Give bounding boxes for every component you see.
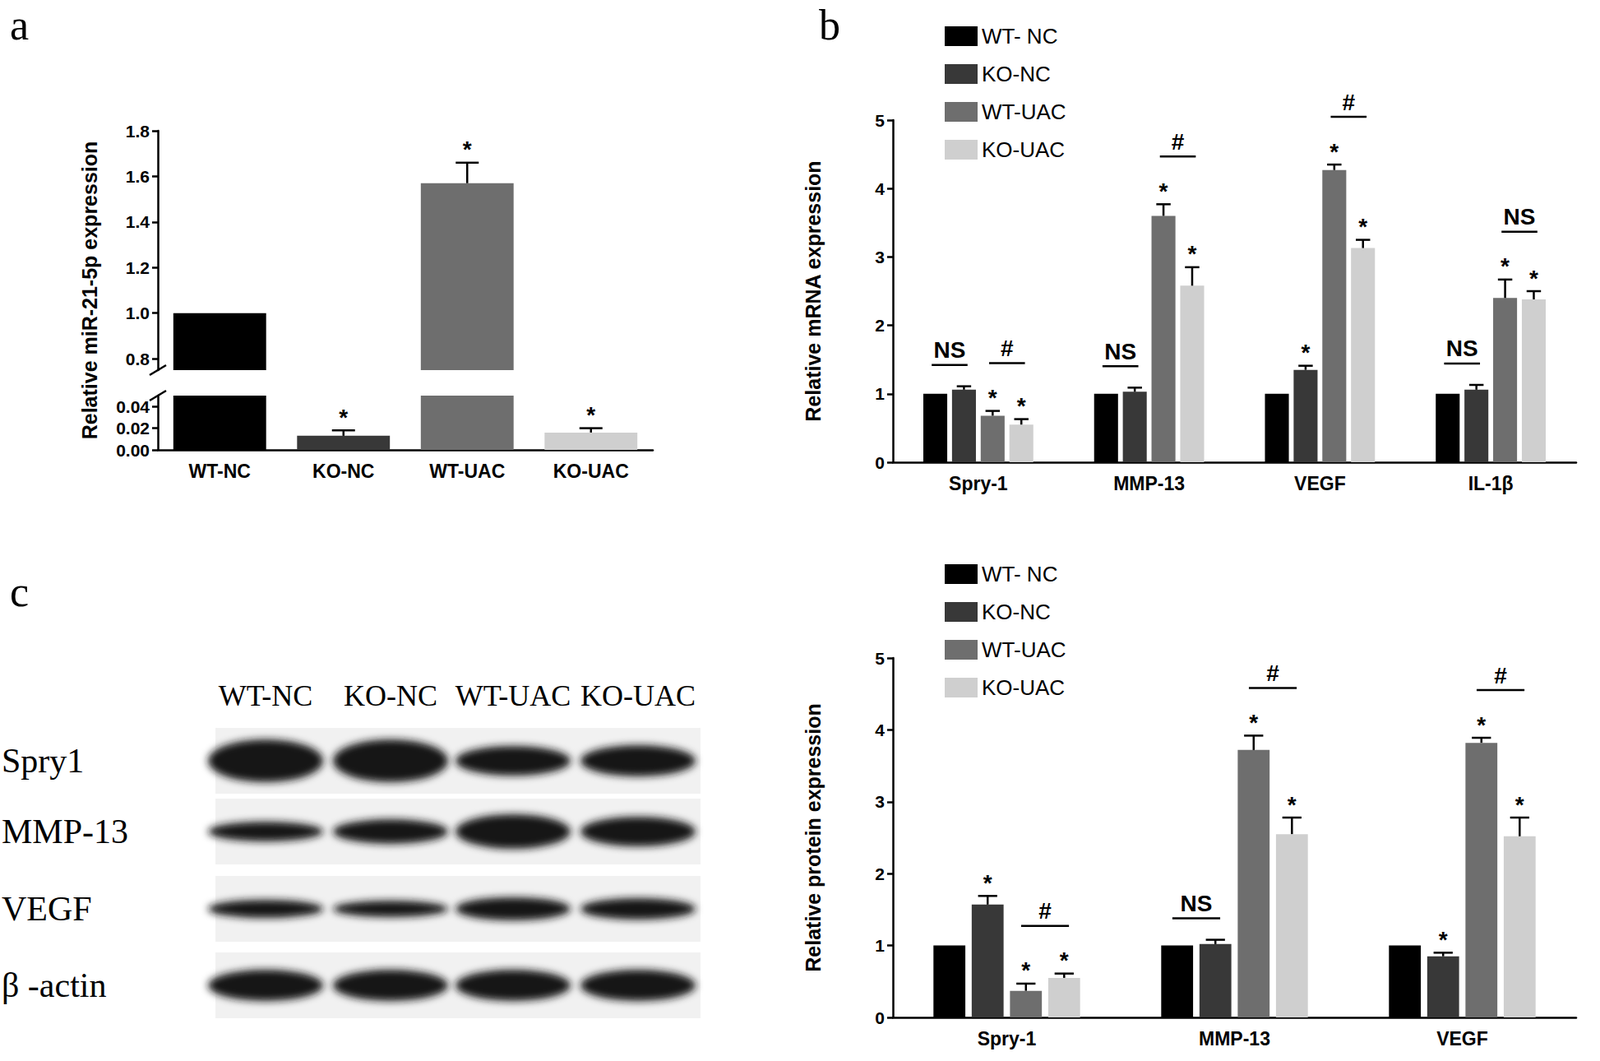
svg-text:*: * [1329,138,1339,165]
svg-text:*: * [1188,240,1198,267]
svg-text:WT-UAC: WT-UAC [455,679,572,713]
svg-text:*: * [1059,947,1069,973]
svg-text:*: * [1358,213,1368,240]
svg-text:MMP-13: MMP-13 [1,812,129,851]
svg-text:WT-NC: WT-NC [218,679,314,713]
svg-text:VEGF: VEGF [1,889,93,928]
svg-text:#: # [1266,660,1280,686]
svg-text:KO-UAC: KO-UAC [981,675,1065,700]
svg-text:*: * [1159,178,1169,204]
svg-text:0: 0 [874,453,885,472]
svg-text:0.02: 0.02 [115,418,150,438]
svg-text:1.0: 1.0 [125,303,150,323]
svg-text:β -actin: β -actin [1,966,107,1004]
svg-text:KO-NC: KO-NC [981,599,1051,625]
svg-text:*: * [1515,791,1525,818]
svg-text:Spry1: Spry1 [1,741,84,780]
svg-text:*: * [1017,393,1027,419]
svg-text:*: * [988,384,998,411]
svg-text:4: 4 [874,179,885,199]
svg-text:#: # [1000,335,1014,361]
svg-text:WT-UAC: WT-UAC [429,460,505,482]
svg-text:0: 0 [874,1008,885,1027]
svg-text:4: 4 [874,720,885,740]
svg-text:Relative miR-21-5p expression: Relative miR-21-5p expression [78,141,102,440]
svg-text:0.8: 0.8 [125,349,151,369]
svg-text:*: * [1476,712,1486,738]
svg-text:MMP-13: MMP-13 [1113,472,1185,495]
svg-text:WT- NC: WT- NC [981,561,1058,587]
svg-text:NS: NS [1104,338,1137,365]
svg-text:Spry-1: Spry-1 [948,472,1009,495]
svg-text:IL-1β: IL-1β [1468,472,1514,495]
svg-text:Relative protein expression: Relative protein expression [801,702,825,972]
svg-text:KO-UAC: KO-UAC [981,137,1065,162]
svg-text:Spry-1: Spry-1 [977,1027,1037,1050]
svg-text:WT-UAC: WT-UAC [981,637,1067,662]
svg-text:5: 5 [874,110,885,130]
svg-text:#: # [1171,129,1185,155]
svg-text:c: c [9,568,29,616]
svg-text:KO-NC: KO-NC [312,460,375,482]
svg-text:KO-NC: KO-NC [343,679,438,713]
svg-text:*: * [1021,957,1031,983]
svg-text:3: 3 [874,247,885,267]
svg-text:1: 1 [874,935,885,955]
svg-text:*: * [983,869,993,896]
svg-text:*: * [462,136,472,162]
svg-text:WT-NC: WT-NC [189,460,251,482]
svg-text:b: b [818,1,841,49]
svg-text:*: * [1300,339,1310,366]
svg-text:VEGF: VEGF [1436,1027,1489,1050]
svg-text:5: 5 [874,648,885,668]
svg-text:#: # [1493,662,1508,689]
svg-text:KO-UAC: KO-UAC [580,679,696,713]
svg-text:*: * [1438,926,1448,953]
svg-text:VEGF: VEGF [1294,472,1346,495]
svg-text:#: # [1341,89,1355,116]
svg-text:*: * [1248,709,1258,736]
svg-text:NS: NS [1503,203,1536,230]
svg-text:0.00: 0.00 [115,440,150,460]
svg-text:1.6: 1.6 [125,166,150,186]
svg-text:1: 1 [874,383,885,403]
svg-text:a: a [9,1,29,49]
svg-text:*: * [586,402,596,428]
svg-text:*: * [338,404,348,431]
svg-text:*: * [1500,253,1510,279]
svg-text:3: 3 [874,791,885,811]
svg-text:Relative mRNA expression: Relative mRNA expression [801,160,825,421]
svg-text:WT-UAC: WT-UAC [981,99,1067,125]
svg-text:KO-NC: KO-NC [981,61,1051,87]
svg-text:2: 2 [874,864,885,884]
svg-text:MMP-13: MMP-13 [1198,1027,1271,1050]
svg-text:NS: NS [1180,890,1213,916]
svg-text:0.04: 0.04 [115,397,150,417]
svg-text:NS: NS [934,337,967,363]
svg-text:KO-UAC: KO-UAC [553,460,629,482]
svg-text:2: 2 [874,315,885,335]
svg-text:1.8: 1.8 [125,121,151,141]
svg-text:*: * [1529,265,1539,292]
svg-text:1.4: 1.4 [125,212,151,232]
svg-text:WT- NC: WT- NC [981,23,1058,49]
svg-text:1.2: 1.2 [125,258,150,278]
svg-text:#: # [1038,897,1052,924]
svg-text:NS: NS [1446,335,1479,361]
svg-text:*: * [1287,791,1297,818]
